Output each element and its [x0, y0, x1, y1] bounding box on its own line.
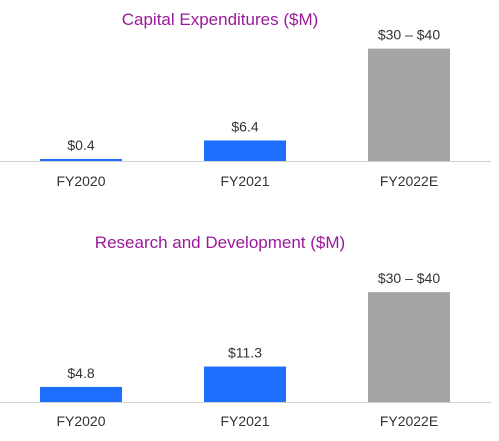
chart-2-tick-label: FY2022E [380, 413, 438, 429]
chart-1-title: Capital Expenditures ($M) [122, 10, 319, 29]
chart-2-bar-fy2020 [40, 386, 122, 402]
chart-1-bar-fy2022e [368, 48, 450, 162]
chart-2-tick-label: FY2021 [220, 413, 269, 429]
chart-1-data-label: $0.4 [67, 137, 94, 153]
chart-2-bar-fy2022e [368, 292, 450, 402]
chart-1-data-label: $6.4 [231, 118, 258, 134]
chart-1-bar-fy2020 [40, 159, 122, 161]
chart-2-data-label: $11.3 [228, 345, 262, 361]
chart-2-tick-label: FY2020 [56, 413, 105, 429]
chart-2-data-label: $30 – $40 [378, 270, 440, 286]
chart-2-bar-fy2021 [204, 366, 286, 402]
chart-1-data-label: $30 – $40 [378, 27, 440, 43]
chart-2-data-label: $4.8 [67, 365, 94, 381]
chart-1-tick-label: FY2021 [220, 173, 269, 189]
chart-1-tick-label: FY2022E [380, 173, 438, 189]
chart-1-bar-fy2021 [204, 140, 286, 161]
chart-2-title: Research and Development ($M) [95, 233, 345, 252]
chart-1-tick-label: FY2020 [56, 173, 105, 189]
